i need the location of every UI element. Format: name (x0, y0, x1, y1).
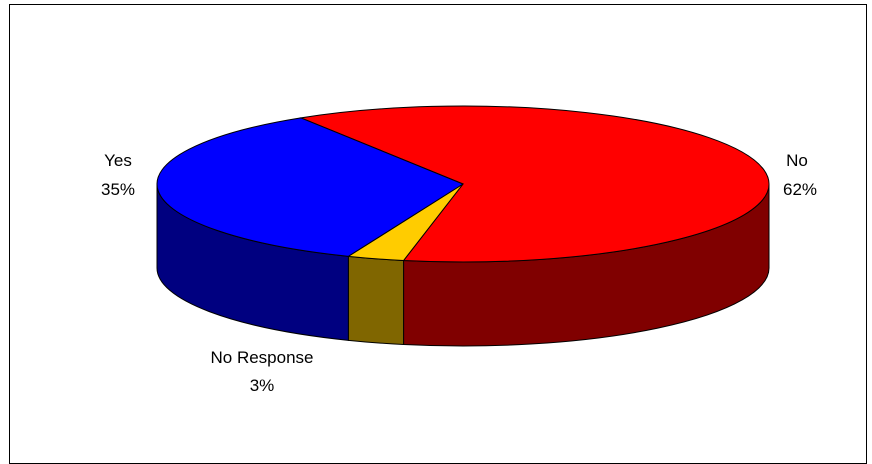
label-no-response-value: 3% (250, 376, 275, 395)
slice-yes (156, 117, 465, 257)
label-no-name: No (786, 151, 808, 170)
pie-tops (156, 105, 770, 263)
slice-no (298, 105, 770, 263)
pie-chart: No 62% No Response 3% Yes 35% (101, 105, 817, 395)
slice-side-no-response (347, 255, 405, 346)
pie-labels: No 62% No Response 3% Yes 35% (101, 151, 817, 395)
label-no-value: 62% (783, 180, 817, 199)
label-yes-value: 35% (101, 180, 135, 199)
label-yes-name: Yes (104, 151, 132, 170)
label-no-response-name: No Response (210, 348, 313, 367)
